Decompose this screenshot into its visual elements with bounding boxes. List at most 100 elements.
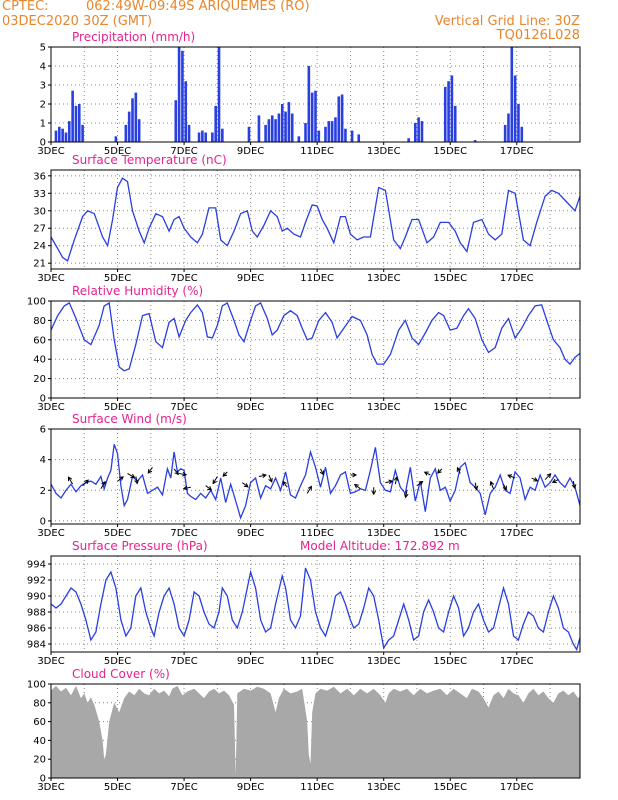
pressure-ytick-label: 992 <box>27 576 46 587</box>
precip-bar <box>264 124 267 142</box>
rh-panel: 0 20 40 60 80 100 3DEC 5DEC 7DEC 9DEC 11DEC 13DEC 15… <box>27 284 581 413</box>
wind-xtick-label: 17DEC <box>500 528 534 539</box>
precip-bar <box>324 126 327 142</box>
wind-arrow-shaft <box>183 486 191 490</box>
wind-arrow-head <box>403 493 409 499</box>
header-date: 03DEC2020 30Z (GMT) <box>2 14 153 29</box>
wind-arrow-head <box>436 469 442 474</box>
precip-bar <box>201 130 204 142</box>
temp-ytick-label: 21 <box>33 259 46 270</box>
precip-ytick-label: 3 <box>40 81 46 92</box>
precip-bar <box>510 47 514 142</box>
wind-ytick-label: 6 <box>40 425 46 436</box>
wind-frame <box>50 428 581 525</box>
precip-xtick-label: 9DEC <box>237 146 264 157</box>
precip-xtick-label: 5DEC <box>104 146 131 157</box>
wind-arrow-shaft <box>100 481 106 490</box>
wind-arrow-head <box>134 479 139 485</box>
wind-arrow-shaft <box>416 481 423 487</box>
wind-arrow-head <box>84 479 89 485</box>
wind-title: Surface Wind (m/s) <box>72 412 187 426</box>
wind-arrow-head <box>182 471 188 477</box>
wind-ytick-label: 4 <box>40 455 46 466</box>
temp-title: Surface Temperature (nC) <box>72 153 227 167</box>
wind-arrow-head <box>423 471 429 476</box>
precip-bar <box>330 121 334 142</box>
precip-bar <box>513 75 517 142</box>
precip-xtick-label: 7DEC <box>170 146 197 157</box>
precip-bar <box>287 102 291 142</box>
wind-arrow-head <box>261 473 267 479</box>
pressure-xtick-label: 7DEC <box>170 656 197 667</box>
wind-arrow-shaft <box>242 482 249 488</box>
wind-arrow-head <box>174 470 179 476</box>
precip-bar <box>181 50 184 142</box>
precip-bar <box>357 134 361 142</box>
wind-arrow-shaft <box>147 467 153 474</box>
wind-arrow-shaft <box>306 486 312 494</box>
header-grid-note: Vertical Grid Line: 30Z <box>434 14 580 29</box>
cloud-ytick-label: 40 <box>33 736 46 747</box>
pressure-ytick-label: 988 <box>27 608 46 619</box>
precip-bar <box>211 132 214 142</box>
precip-bar <box>453 105 457 142</box>
wind-arrow-shaft <box>258 474 267 477</box>
precip-bar <box>297 136 301 142</box>
rh-ytick-label: 60 <box>33 335 46 346</box>
temp-ytick-label: 30 <box>33 206 46 217</box>
pressure-line <box>50 567 581 652</box>
precip-bar <box>310 92 314 142</box>
wind-arrow-head <box>222 472 228 477</box>
precip-bar <box>137 119 141 142</box>
wind-arrow-head <box>101 480 106 486</box>
wind-arrow-shaft <box>354 484 361 490</box>
temp-xtick-label: 13DEC <box>367 273 401 284</box>
wind-arrow-head <box>212 479 217 485</box>
cloud-ytick-label: 80 <box>33 698 46 709</box>
precip-ytick-label: 5 <box>40 43 46 54</box>
temp-ytick-label: 33 <box>33 189 46 200</box>
temp-ytick-label: 36 <box>33 171 46 182</box>
rh-title: Relative Humidity (%) <box>72 284 203 298</box>
precip-bar <box>67 121 71 142</box>
wind-arrow-head <box>352 472 358 478</box>
rh-xtick-label: 5DEC <box>104 402 131 413</box>
cloud-ytick-label: 20 <box>33 755 46 766</box>
precip-title: Precipitation (mm/h) <box>72 30 195 44</box>
rh-ytick-label: 20 <box>33 374 46 385</box>
precip-bar <box>517 104 520 142</box>
precip-bar <box>337 96 341 142</box>
wind-arrow-head <box>67 476 73 482</box>
precip-bar <box>61 128 64 142</box>
wind-arrow-head <box>371 490 377 496</box>
rh-frame <box>50 300 581 399</box>
pressure-ytick-label: 984 <box>27 640 46 651</box>
wind-arrow-head <box>551 478 557 484</box>
pressure-frame <box>50 555 581 653</box>
cloud-xtick-label: 5DEC <box>104 782 131 793</box>
precip-bar <box>134 92 138 142</box>
precip-bar <box>407 138 410 142</box>
wind-xtick-label: 15DEC <box>433 528 467 539</box>
precip-xtick-label: 13DEC <box>367 146 401 157</box>
precip-bar <box>450 75 454 142</box>
wind-arrow-head <box>268 477 273 483</box>
precip-bar <box>503 124 507 142</box>
precip-bar <box>277 113 281 142</box>
precip-bar <box>131 98 134 142</box>
wind-arrow-shaft <box>544 473 552 480</box>
wind-arrow-shaft <box>67 476 74 485</box>
precip-ytick-label: 1 <box>40 119 46 130</box>
temp-xtick-label: 17DEC <box>500 273 534 284</box>
wind-xtick-label: 7DEC <box>170 528 197 539</box>
wind-arrow-shaft <box>424 471 431 476</box>
wind-arrow-head <box>571 484 577 490</box>
precip-bar <box>184 81 188 142</box>
precip-bar <box>58 126 61 142</box>
wind-xtick-label: 9DEC <box>237 528 264 539</box>
wind-arrow-shaft <box>173 468 179 475</box>
precip-bar <box>334 117 337 142</box>
pressure-xtick-label: 17DEC <box>500 656 534 667</box>
precip-bar <box>221 128 224 142</box>
precip-bar <box>340 94 344 142</box>
